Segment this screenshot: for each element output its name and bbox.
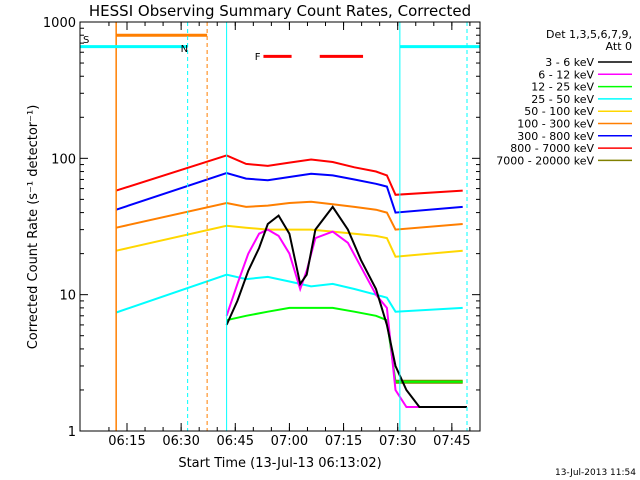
y-tick-label-0: 1 bbox=[68, 425, 76, 440]
legend-label-7: 800 - 7000 keV bbox=[510, 142, 594, 155]
legend-label-3: 25 - 50 keV bbox=[531, 93, 594, 106]
x-tick-label-6: 07:45 bbox=[433, 434, 470, 449]
series-line-4 bbox=[115, 224, 463, 258]
chart-title: HESSI Observing Summary Count Rates, Cor… bbox=[89, 2, 471, 20]
legend-label-4: 50 - 100 keV bbox=[524, 105, 594, 118]
legend-label-2: 12 - 25 keV bbox=[531, 81, 594, 94]
legend-label-0: 3 - 6 keV bbox=[545, 56, 594, 69]
legend-label-6: 300 - 800 keV bbox=[517, 130, 594, 143]
x-tick-label-4: 07:15 bbox=[325, 434, 362, 449]
legend-label-1: 6 - 12 keV bbox=[538, 68, 594, 81]
legend-header-line-2: Att 0 bbox=[606, 40, 632, 53]
timestamp: 13-Jul-2013 11:54 bbox=[555, 468, 636, 478]
x-tick-label-2: 06:45 bbox=[217, 434, 254, 449]
x-tick-label-5: 07:30 bbox=[379, 434, 416, 449]
flag-label-s: S bbox=[83, 35, 89, 46]
series-line-7 bbox=[115, 154, 463, 196]
x-tick-label-1: 06:30 bbox=[162, 434, 199, 449]
flag-label-f: F bbox=[255, 52, 261, 63]
series-line-2 bbox=[226, 306, 463, 383]
series-line-5 bbox=[115, 200, 463, 231]
plot-frame bbox=[79, 21, 481, 432]
series-line-6 bbox=[115, 171, 463, 214]
legend-header-line-1: Det 1,3,5,6,7,9, bbox=[546, 28, 632, 41]
y-tick-label-2: 100 bbox=[51, 152, 76, 167]
legend-label-8: 7000 - 20000 keV bbox=[496, 154, 594, 167]
x-tick-label-0: 06:15 bbox=[108, 434, 145, 449]
chart-marks: S N F bbox=[80, 22, 480, 431]
y-tick-label-1: 10 bbox=[59, 289, 76, 304]
y-tick-label-3: 1000 bbox=[43, 16, 76, 31]
axes: 1 10 100 1000 06:15 06:30 06:45 07:00 07:15 07:30… bbox=[43, 16, 480, 449]
flag-label-n: N bbox=[181, 44, 188, 55]
legend-label-5: 100 - 300 keV bbox=[517, 118, 594, 131]
series-line-3 bbox=[115, 273, 463, 314]
series-line-0 bbox=[225, 205, 467, 408]
y-axis-label: Corrected Count Rate (s⁻¹ detector⁻¹) bbox=[26, 105, 41, 350]
x-tick-label-3: 07:00 bbox=[271, 434, 308, 449]
x-axis-label: Start Time (13-Jul-13 06:13:02) bbox=[178, 456, 381, 471]
